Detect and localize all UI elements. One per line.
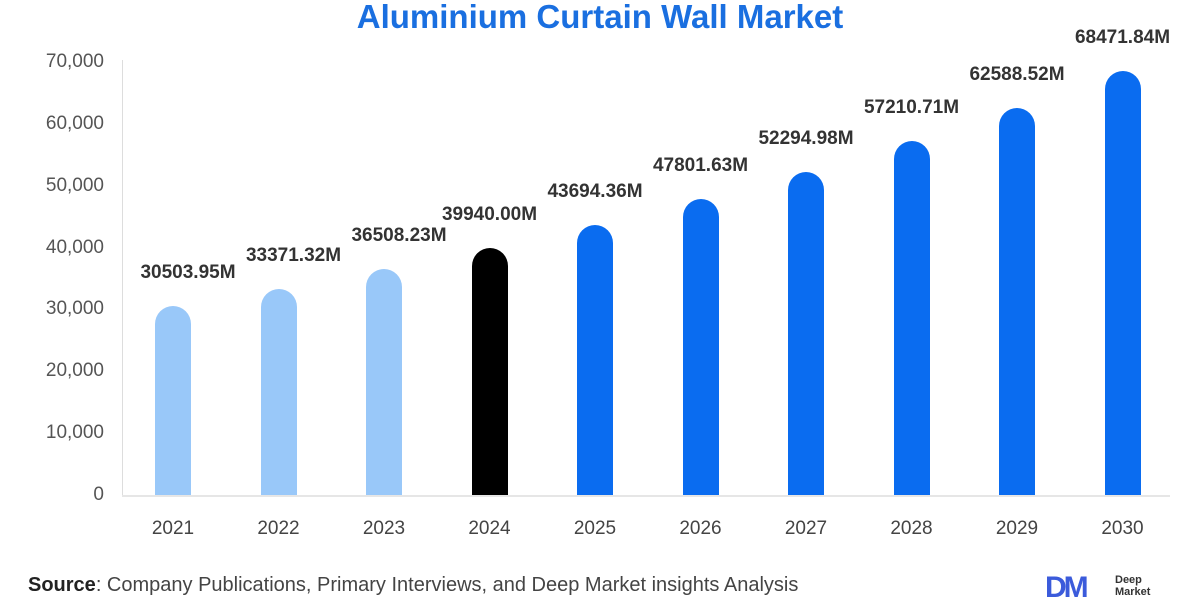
x-tick-label: 2030: [1083, 518, 1163, 540]
chart-title: Aluminium Curtain Wall Market: [0, 0, 1200, 36]
bar-2027: [788, 172, 824, 495]
logo-mark-icon: DM: [1045, 574, 1086, 602]
y-tick-label: 40,000: [0, 237, 104, 259]
y-tick-label: 0: [0, 484, 104, 506]
source-label: Source: [28, 574, 96, 596]
x-tick-label: 2029: [977, 518, 1057, 540]
x-tick-label: 2024: [450, 518, 530, 540]
value-label: 33371.32M: [194, 245, 394, 267]
bar-2024: [472, 248, 508, 495]
y-tick-label: 60,000: [0, 113, 104, 135]
bar-2030: [1105, 71, 1141, 495]
value-label: 36508.23M: [299, 225, 499, 247]
bar-2022: [261, 289, 297, 495]
logo-line-1: Deep: [1115, 574, 1142, 586]
bar-2028: [894, 141, 930, 495]
value-label: 47801.63M: [601, 155, 801, 177]
value-label: 43694.36M: [495, 181, 695, 203]
bar-2026: [683, 199, 719, 495]
x-axis-line: [122, 495, 1170, 497]
logo-line-2: Market: [1115, 586, 1150, 598]
y-tick-label: 20,000: [0, 360, 104, 382]
value-label: 62588.52M: [917, 64, 1117, 86]
x-tick-label: 2026: [661, 518, 741, 540]
value-label: 52294.98M: [706, 128, 906, 150]
bar-2029: [999, 108, 1035, 495]
x-tick-label: 2028: [872, 518, 952, 540]
y-tick-label: 50,000: [0, 175, 104, 197]
x-tick-label: 2022: [239, 518, 319, 540]
source-text: : Company Publications, Primary Intervie…: [96, 574, 799, 596]
x-tick-label: 2021: [133, 518, 213, 540]
x-tick-label: 2025: [555, 518, 635, 540]
x-tick-label: 2027: [766, 518, 846, 540]
bar-2025: [577, 225, 613, 495]
value-label: 68471.84M: [1023, 27, 1200, 49]
value-label: 57210.71M: [812, 97, 1012, 119]
y-tick-label: 30,000: [0, 298, 104, 320]
y-tick-label: 70,000: [0, 51, 104, 73]
y-tick-label: 10,000: [0, 422, 104, 444]
bar-2021: [155, 306, 191, 495]
source-note: Source: Company Publications, Primary In…: [28, 574, 798, 597]
value-label: 39940.00M: [390, 204, 590, 226]
bar-2023: [366, 269, 402, 495]
x-tick-label: 2023: [344, 518, 424, 540]
